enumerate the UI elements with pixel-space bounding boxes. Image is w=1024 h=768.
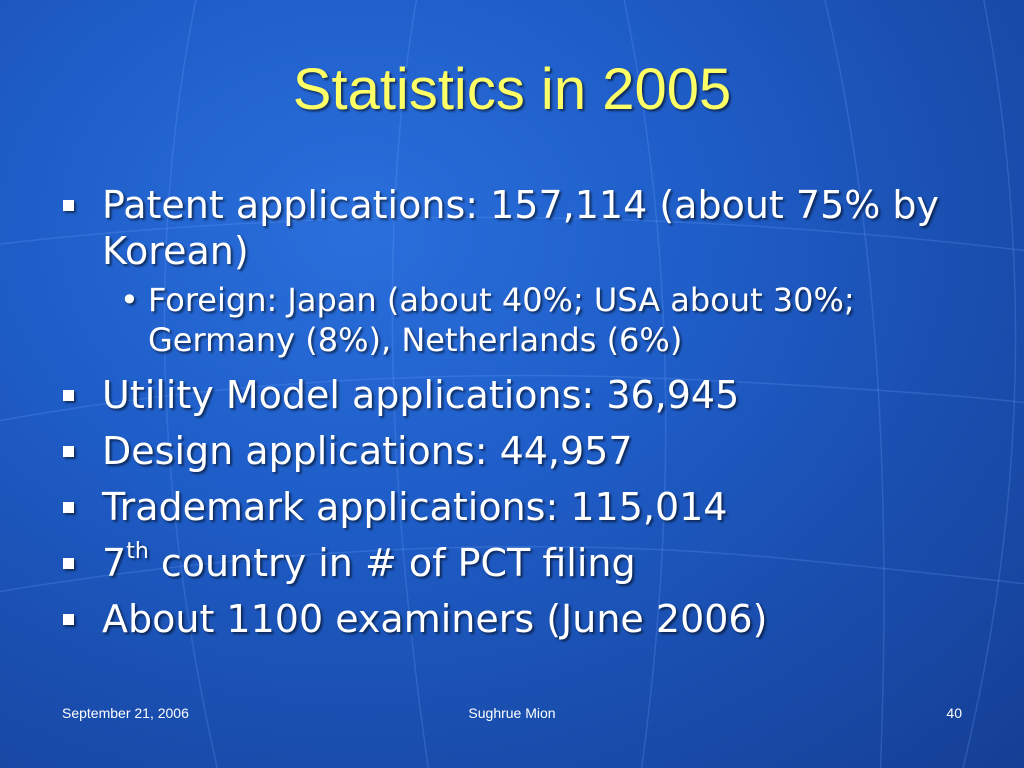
list-item-pct: 7th country in # of PCT filing [60,540,980,586]
bullet-text: About 1100 examiners (June 2006) [102,597,768,641]
footer-date: September 21, 2006 [62,705,189,721]
list-item-trademark: Trademark applications: 115,014 [60,484,980,530]
list-item-utility: Utility Model applications: 36,945 [60,372,980,418]
footer-page-number: 40 [946,705,962,721]
slide-title: Statistics in 2005 [292,57,732,122]
list-item-patent: Patent applications: 157,114 (about 75% … [60,182,980,274]
footer-author: Sughrue Mion [468,705,556,721]
list-item-design: Design applications: 44,957 [60,428,980,474]
pct-number: 7 [102,541,127,585]
bullet-text: Trademark applications: 115,014 [102,485,728,529]
list-item-patent-foreign: • Foreign: Japan (about 40%; USA about 3… [60,280,980,360]
list-item-examiners: About 1100 examiners (June 2006) [60,596,980,642]
pct-text: country in # of PCT filing [148,541,636,585]
bullet-text: Utility Model applications: 36,945 [102,373,740,417]
bullet-list: Patent applications: 157,114 (about 75% … [60,182,980,652]
bullet-text: Patent applications: 157,114 (about 75% … [102,183,940,273]
square-bullet-icon [63,614,74,625]
square-bullet-icon [63,558,74,569]
dot-bullet-icon: • [120,281,139,319]
square-bullet-icon [63,502,74,513]
bullet-text: Foreign: Japan (about 40%; USA about 30%… [148,281,855,359]
square-bullet-icon [63,446,74,457]
pct-superscript: th [126,539,149,565]
square-bullet-icon [63,390,74,401]
square-bullet-icon [63,200,74,211]
bullet-text: Design applications: 44,957 [102,429,633,473]
